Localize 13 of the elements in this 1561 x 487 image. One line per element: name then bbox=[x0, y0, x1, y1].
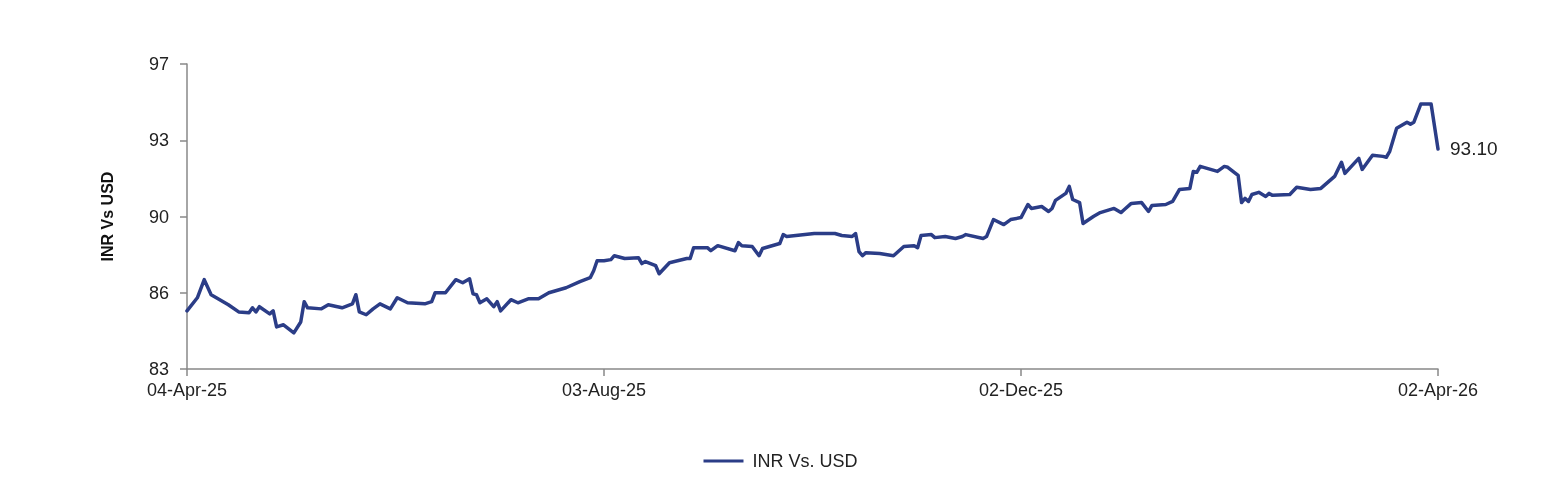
y-tick-label: 86 bbox=[148, 282, 169, 303]
line-series bbox=[185, 102, 1440, 335]
y-tick-label: 83 bbox=[148, 359, 169, 379]
x-tick-label: 04-Apr-25 bbox=[146, 380, 228, 400]
y-tick-label: 93 bbox=[148, 130, 169, 151]
x-tick-label: 02-Apr-26 bbox=[1397, 380, 1479, 400]
legend-label: INR Vs. USD bbox=[752, 451, 858, 471]
annotation: 93.10 bbox=[1450, 138, 1498, 160]
y-tick-label: 97 bbox=[148, 54, 169, 74]
x-tick-label: 03-Aug-25 bbox=[561, 380, 647, 400]
y-axis-title: INR Vs USD bbox=[98, 171, 116, 262]
x-tick-label: 02-Dec-25 bbox=[978, 380, 1064, 400]
y-tick-label: 90 bbox=[148, 206, 169, 227]
